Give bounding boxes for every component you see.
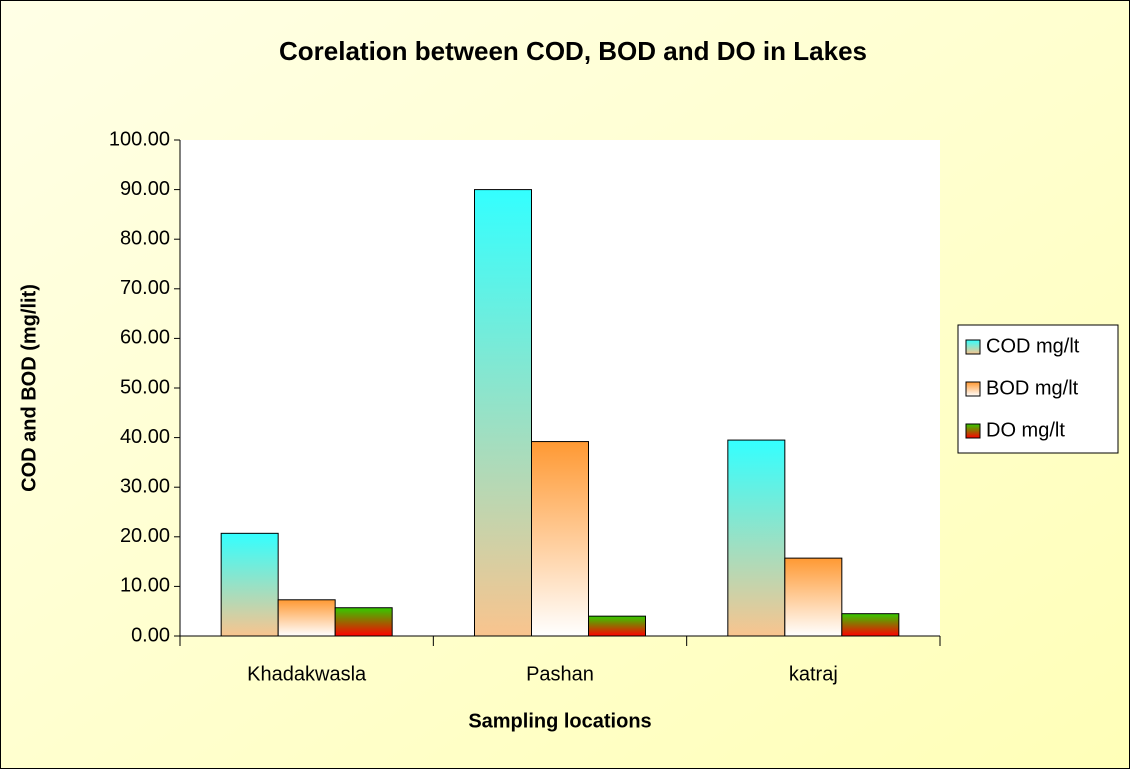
legend-label: BOD mg/lt <box>986 377 1079 399</box>
x-tick-label: katraj <box>789 663 838 685</box>
chart-title: Corelation between COD, BOD and DO in La… <box>279 36 867 66</box>
y-tick-label: 10.00 <box>120 575 170 597</box>
legend-label: DO mg/lt <box>986 419 1065 441</box>
legend-swatch <box>965 339 981 355</box>
y-tick-label: 90.00 <box>120 178 170 200</box>
x-tick-label: Khadakwasla <box>247 663 367 685</box>
x-tick-label: Pashan <box>526 663 594 685</box>
bar <box>784 557 843 637</box>
y-tick-label: 30.00 <box>120 475 170 497</box>
y-axis-label: COD and BOD (mg/lit) <box>18 284 40 492</box>
legend-swatch <box>965 381 981 397</box>
legend-swatch <box>965 423 981 439</box>
x-axis-label: Sampling locations <box>468 710 651 732</box>
bar <box>277 599 336 637</box>
bar <box>727 439 786 637</box>
legend-label: COD mg/lt <box>986 335 1080 357</box>
bar <box>841 613 900 637</box>
bar <box>531 441 589 637</box>
y-tick-label: 40.00 <box>120 426 170 448</box>
y-tick-label: 0.00 <box>131 624 170 646</box>
y-tick-label: 100.00 <box>109 128 170 150</box>
y-tick-label: 50.00 <box>120 376 170 398</box>
y-tick-label: 60.00 <box>120 327 170 349</box>
bar <box>474 189 532 637</box>
bar <box>334 607 393 637</box>
y-tick-label: 70.00 <box>120 277 170 299</box>
bar <box>220 532 279 637</box>
y-tick-label: 20.00 <box>120 525 170 547</box>
legend <box>957 324 1119 454</box>
bar <box>588 615 646 637</box>
y-tick-label: 80.00 <box>120 227 170 249</box>
